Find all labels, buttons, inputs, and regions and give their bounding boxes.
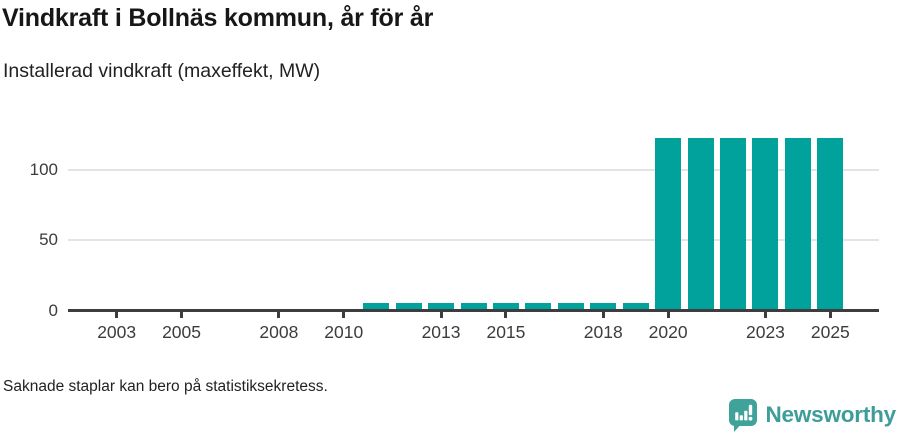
x-axis-tick-label: 2015 [486,322,526,342]
newsworthy-logo: Newsworthy [728,398,896,432]
x-axis-tick-2010 [342,312,346,318]
bar-2011 [363,302,390,311]
bar-2022 [720,138,747,311]
footnote: Saknade staplar kan bero på statistiksek… [3,378,328,395]
bar-2021 [687,138,714,311]
bar-2017 [557,302,584,311]
x-axis-tick-2020 [666,312,670,318]
x-axis-tick-2018 [601,312,605,318]
bar-2018 [590,302,617,311]
x-axis-tick-label: 2008 [259,322,299,342]
bar-2013 [428,302,455,311]
x-axis-tick-label: 2023 [745,322,785,342]
x-axis-tick-label: 2025 [810,322,850,342]
x-axis-tick-label: 2018 [583,322,623,342]
x-axis-tick-2023 [763,312,767,318]
bar-2015 [492,302,519,311]
gridline-50 [68,239,879,242]
chart-subtitle: Installerad vindkraft (maxeffekt, MW) [3,60,321,82]
x-axis-tick-2005 [180,312,184,318]
x-axis-tick-2008 [277,312,281,318]
bar-2014 [460,302,487,311]
x-axis-tick-label: 2020 [648,322,688,342]
bar-2012 [395,302,422,311]
x-axis-tick-label: 2005 [162,322,201,342]
newsworthy-speech-bubble-chart-icon [728,398,758,432]
x-axis-line [68,309,879,312]
x-axis-tick-label: 2003 [97,322,137,342]
x-axis-tick-2013 [439,312,443,318]
bar-2020 [655,138,682,311]
bar-2016 [525,302,552,311]
bar-2023 [752,138,779,311]
bar-2025 [817,138,844,311]
newsworthy-wordmark: Newsworthy [765,402,896,427]
chart-title: Vindkraft i Bollnäs kommun, år för år [2,4,434,32]
x-axis-tick-2015 [504,312,508,318]
y-axis-tick-label: 100 [29,159,58,179]
x-axis-tick-label: 2013 [421,322,461,342]
bar-2024 [784,138,811,311]
y-axis-tick-label: 0 [48,301,58,320]
gridline-100 [68,168,879,171]
y-axis-tick-label: 50 [39,230,58,250]
x-axis-tick-label: 2010 [324,322,364,342]
x-axis-tick-2025 [828,312,832,318]
bar-2019 [622,302,649,311]
x-axis-tick-2003 [115,312,119,318]
